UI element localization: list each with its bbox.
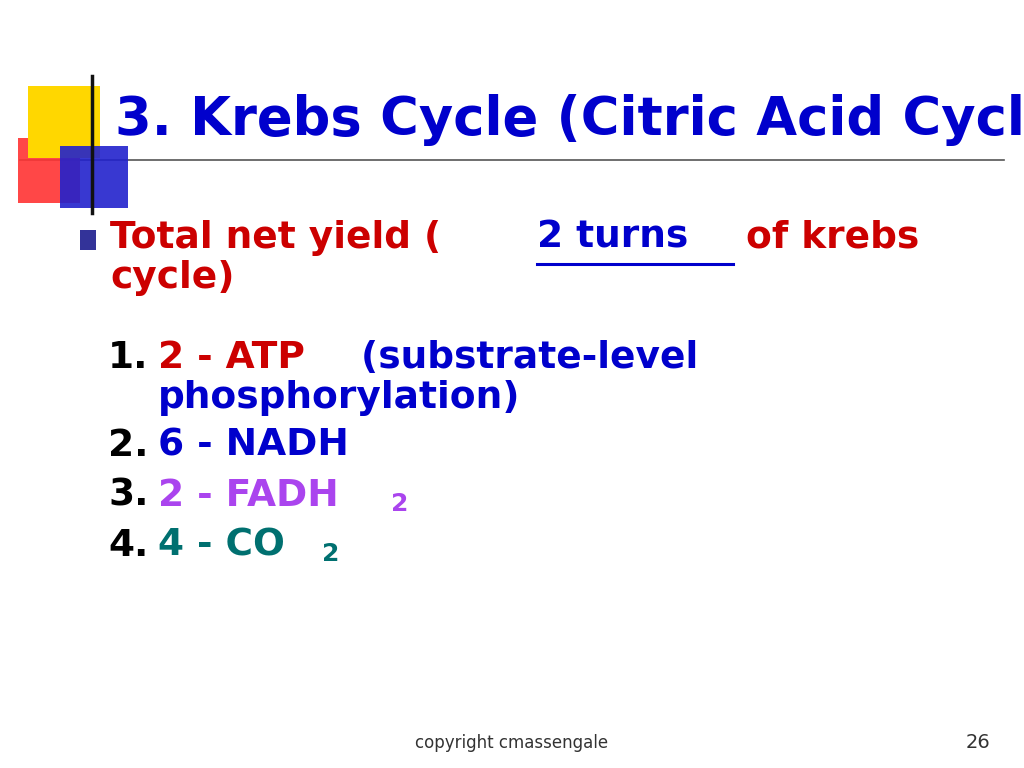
Text: copyright cmassengale: copyright cmassengale xyxy=(416,734,608,752)
Text: 4.: 4. xyxy=(108,528,148,564)
Bar xyxy=(80,230,96,250)
Text: 2 - FADH: 2 - FADH xyxy=(158,478,339,514)
Text: 2.: 2. xyxy=(108,428,148,464)
Text: cycle): cycle) xyxy=(110,260,234,296)
Text: 2: 2 xyxy=(322,542,339,566)
Bar xyxy=(60,146,128,208)
Text: 3.: 3. xyxy=(108,478,148,514)
Text: 2 - ATP: 2 - ATP xyxy=(158,340,305,376)
Text: phosphorylation): phosphorylation) xyxy=(158,380,520,416)
Text: (substrate-level: (substrate-level xyxy=(347,340,697,376)
Text: 3. Krebs Cycle (Citric Acid Cycle): 3. Krebs Cycle (Citric Acid Cycle) xyxy=(115,94,1024,146)
Bar xyxy=(18,138,80,203)
Text: Total net yield (: Total net yield ( xyxy=(110,220,441,256)
Text: 26: 26 xyxy=(966,733,990,753)
Text: 4 - CO: 4 - CO xyxy=(158,528,285,564)
Text: 2: 2 xyxy=(391,492,409,516)
Text: 6 - NADH: 6 - NADH xyxy=(158,428,349,464)
Text: 1.: 1. xyxy=(108,340,148,376)
Bar xyxy=(28,86,100,158)
Text: 2 turns: 2 turns xyxy=(538,220,689,256)
Text: of krebs: of krebs xyxy=(732,220,919,256)
